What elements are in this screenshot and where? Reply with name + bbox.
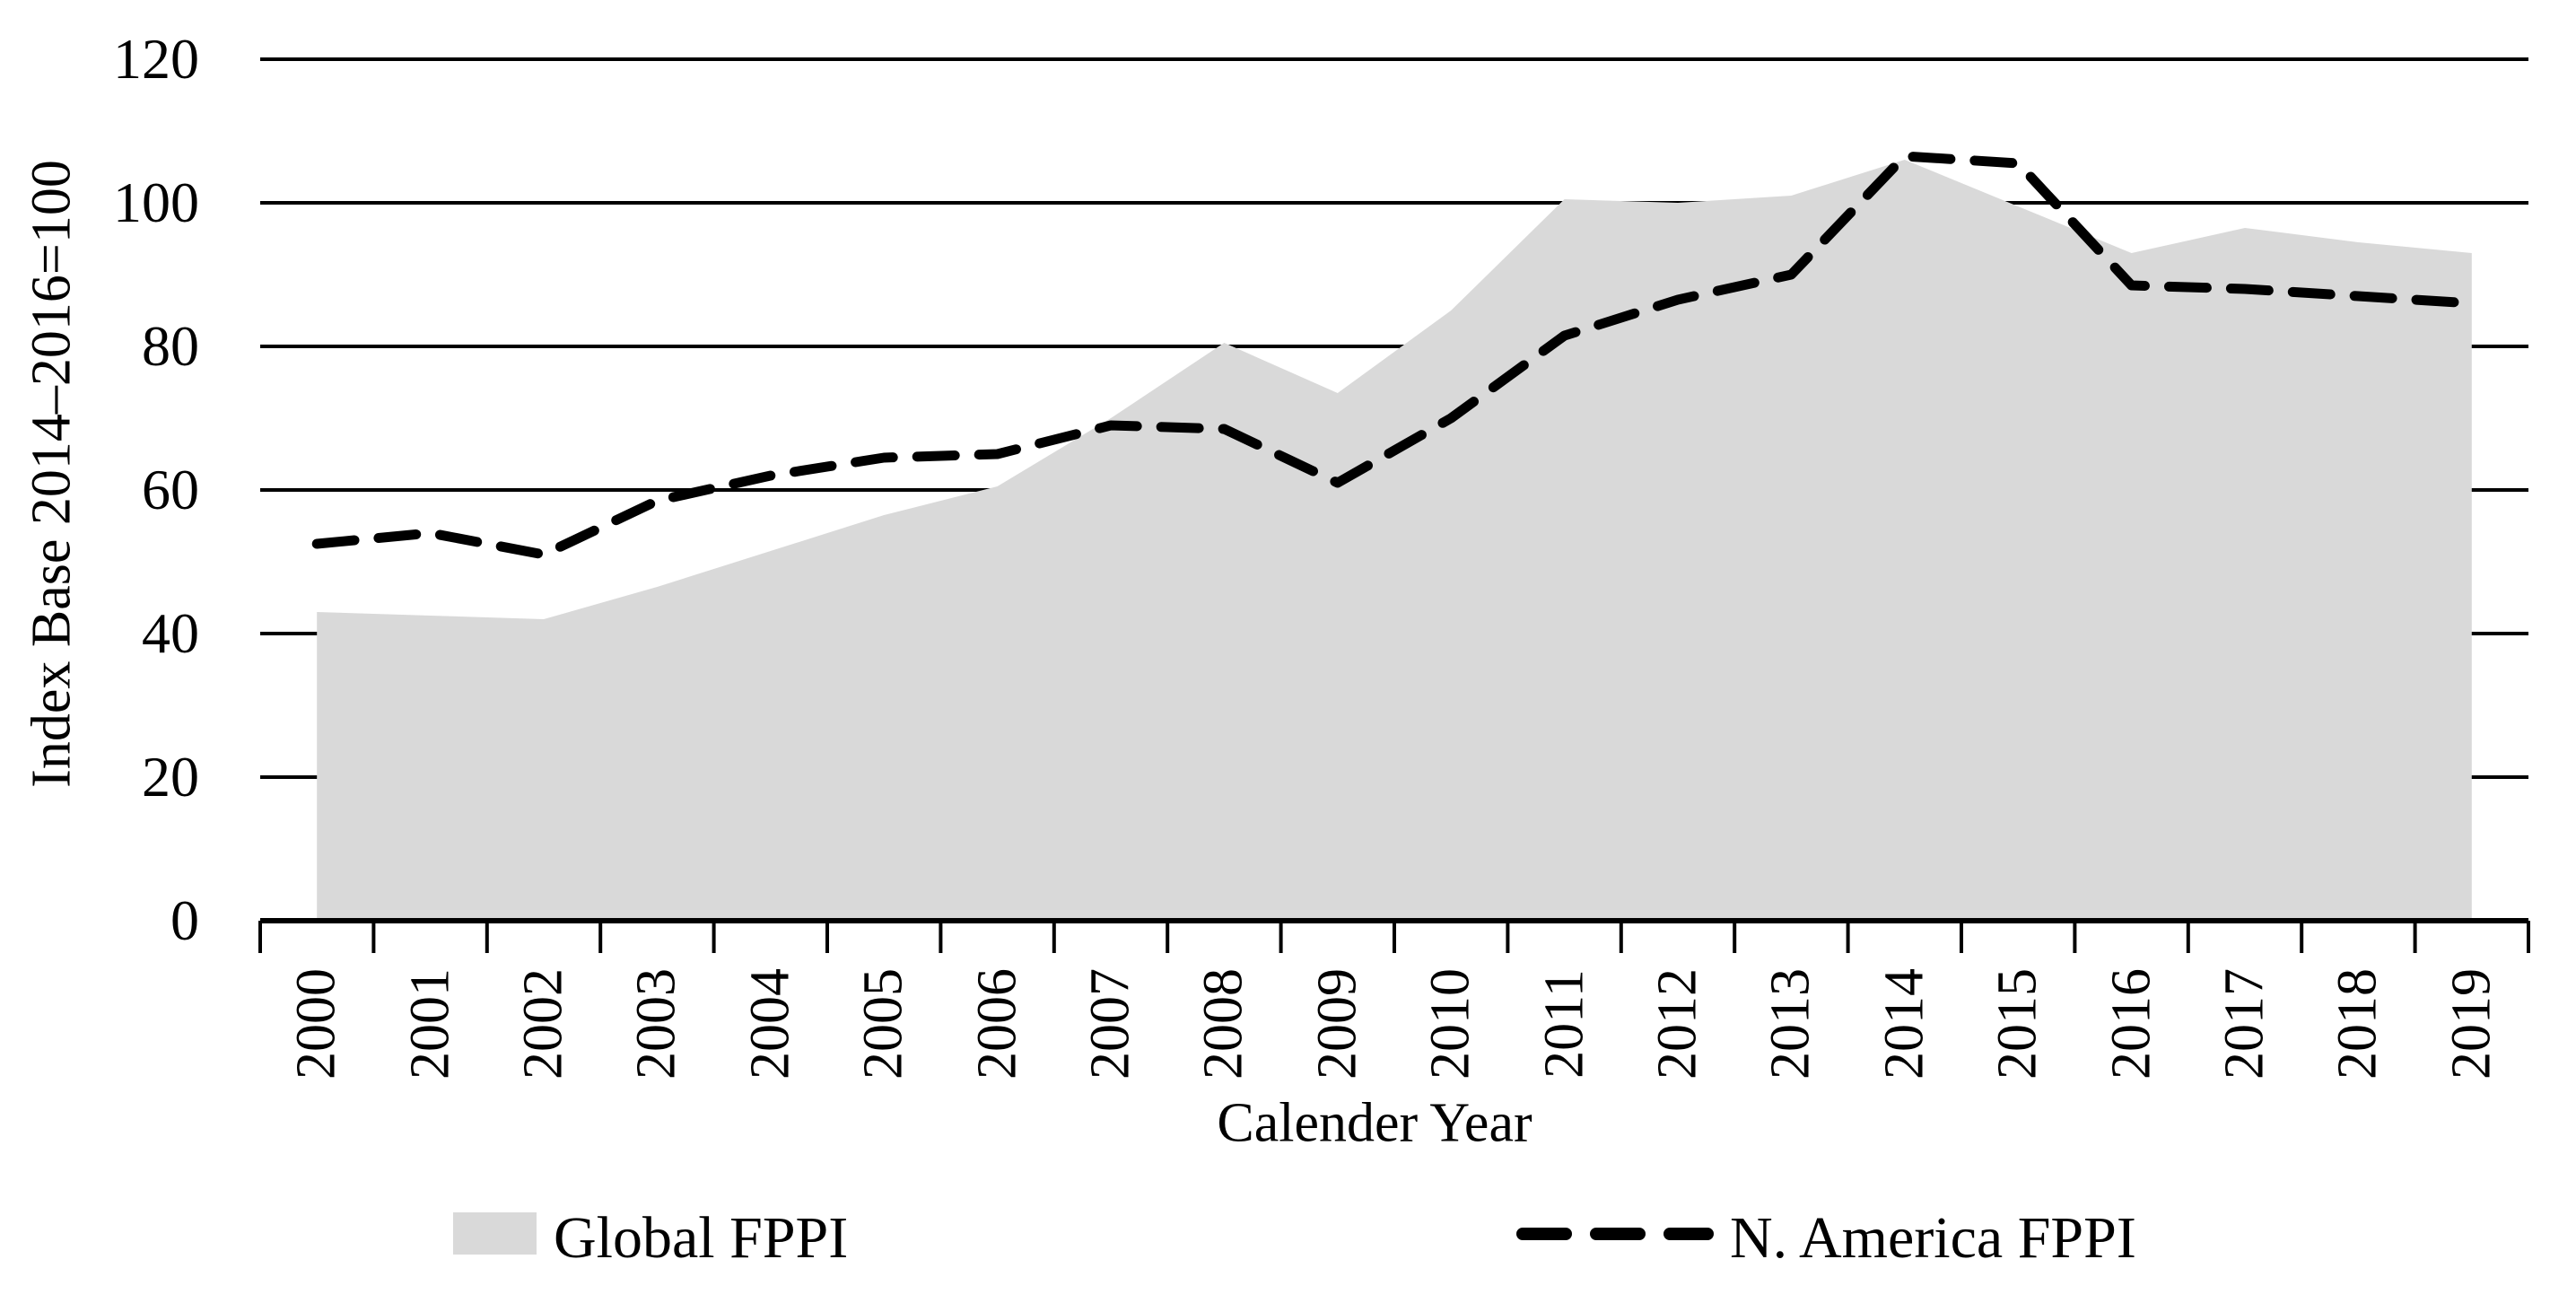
y-axis-title: Index Base 2014–2016=100 bbox=[21, 160, 83, 788]
x-axis-tick-label-2009: 2009 bbox=[1306, 968, 1368, 1080]
x-axis-tick-label-2011: 2011 bbox=[1533, 969, 1595, 1079]
area-series-global-fppi bbox=[317, 160, 2472, 921]
x-axis-tick-label-2018: 2018 bbox=[2327, 968, 2388, 1080]
x-axis-tick-label-2012: 2012 bbox=[1646, 968, 1708, 1080]
x-axis-title: Calender Year bbox=[1217, 1092, 1533, 1154]
y-axis-tick-label-80: 80 bbox=[142, 314, 199, 378]
x-axis-tick-label-2016: 2016 bbox=[2100, 968, 2162, 1080]
x-axis-tick-label-2019: 2019 bbox=[2441, 968, 2502, 1080]
y-axis-tick-label-100: 100 bbox=[113, 171, 199, 234]
y-axis-tick-label-40: 40 bbox=[142, 601, 199, 665]
x-axis-tick-label-2014: 2014 bbox=[1873, 968, 1935, 1080]
legend-label-global: Global FPPI bbox=[554, 1205, 849, 1271]
legend-swatch-global-area bbox=[453, 1212, 537, 1255]
x-axis-tick-label-2004: 2004 bbox=[739, 968, 801, 1080]
y-axis-tick-label-120: 120 bbox=[113, 27, 199, 91]
y-axis-tick-label-0: 0 bbox=[170, 888, 199, 952]
legend-dash-sample-icon bbox=[1516, 1228, 1714, 1240]
x-axis-tick-label-2001: 2001 bbox=[399, 968, 461, 1080]
x-axis-tick-label-2015: 2015 bbox=[1987, 968, 2048, 1080]
x-axis-tick-label-2006: 2006 bbox=[966, 968, 1028, 1080]
legend-label-namerica: N. America FPPI bbox=[1730, 1205, 2136, 1271]
x-axis-tick-label-2003: 2003 bbox=[625, 968, 687, 1080]
x-axis-tick-label-2013: 2013 bbox=[1760, 968, 1821, 1080]
y-axis-tick-label-20: 20 bbox=[142, 745, 199, 809]
y-axis-tick-label-60: 60 bbox=[142, 458, 199, 521]
x-axis-tick-label-2000: 2000 bbox=[285, 968, 347, 1080]
x-axis-tick-label-2002: 2002 bbox=[512, 968, 574, 1080]
x-axis-tick-label-2005: 2005 bbox=[852, 968, 914, 1080]
x-axis-tick-label-2008: 2008 bbox=[1192, 968, 1254, 1080]
x-axis-tick-label-2017: 2017 bbox=[2214, 968, 2275, 1080]
x-axis-tick-label-2010: 2010 bbox=[1419, 968, 1481, 1080]
x-axis-tick-label-2007: 2007 bbox=[1079, 968, 1141, 1080]
dashed-line-series-namerica-fppi bbox=[311, 151, 2477, 560]
